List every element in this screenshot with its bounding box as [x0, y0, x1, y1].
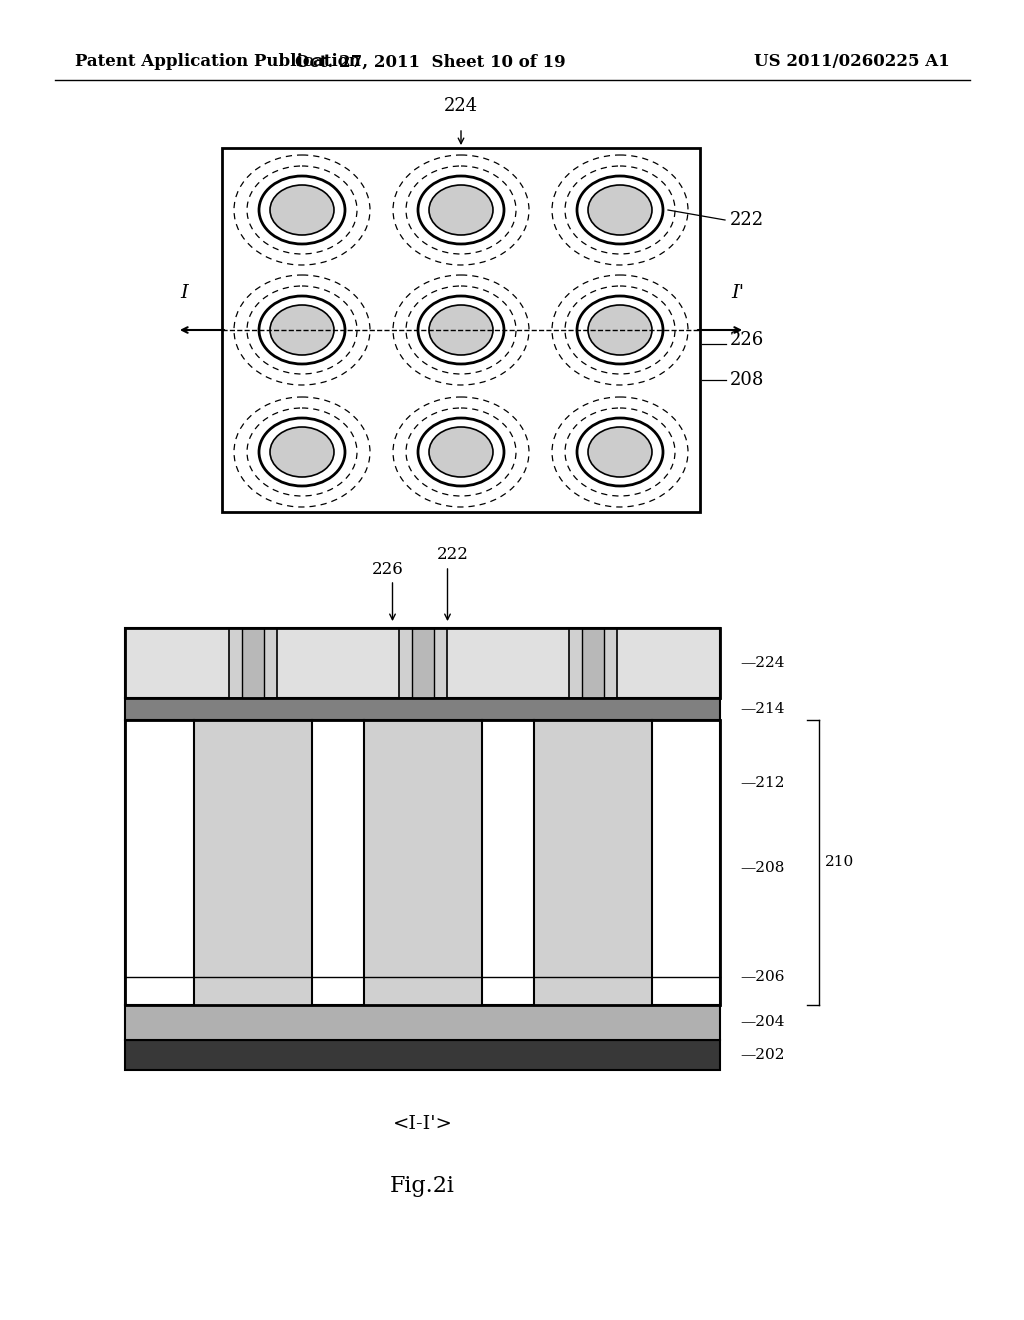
- Text: Fig.2i: Fig.2i: [390, 1175, 455, 1197]
- Text: —208: —208: [740, 861, 784, 875]
- Text: 222: 222: [730, 211, 764, 228]
- Text: 226: 226: [730, 331, 764, 348]
- Ellipse shape: [270, 426, 334, 477]
- Bar: [125, 1005, 720, 1040]
- Bar: [125, 719, 720, 1005]
- Text: —204: —204: [740, 1015, 784, 1030]
- Bar: [194, 719, 311, 1005]
- Bar: [125, 628, 720, 698]
- Bar: [398, 628, 446, 698]
- Text: I': I': [731, 284, 744, 302]
- Ellipse shape: [270, 305, 334, 355]
- Text: Patent Application Publication: Patent Application Publication: [75, 54, 360, 70]
- Text: I: I: [180, 284, 187, 302]
- Ellipse shape: [429, 426, 493, 477]
- Text: —224: —224: [740, 656, 784, 671]
- Bar: [228, 628, 276, 698]
- Bar: [582, 628, 603, 698]
- Ellipse shape: [588, 426, 652, 477]
- Bar: [222, 148, 700, 512]
- Text: —214: —214: [740, 702, 784, 715]
- Text: —202: —202: [740, 1048, 784, 1063]
- Text: 226: 226: [372, 561, 403, 578]
- Text: 222: 222: [436, 546, 468, 564]
- Bar: [125, 719, 720, 1005]
- Text: Oct. 27, 2011  Sheet 10 of 19: Oct. 27, 2011 Sheet 10 of 19: [295, 54, 565, 70]
- Text: —212: —212: [740, 776, 784, 789]
- Ellipse shape: [270, 185, 334, 235]
- Bar: [125, 628, 720, 698]
- Ellipse shape: [429, 185, 493, 235]
- Ellipse shape: [588, 185, 652, 235]
- Ellipse shape: [588, 305, 652, 355]
- Ellipse shape: [429, 305, 493, 355]
- Bar: [125, 698, 720, 719]
- Text: <I-I'>: <I-I'>: [392, 1115, 453, 1133]
- Text: US 2011/0260225 A1: US 2011/0260225 A1: [755, 54, 950, 70]
- Bar: [568, 628, 616, 698]
- Text: 210: 210: [825, 855, 854, 870]
- Text: 224: 224: [444, 96, 478, 115]
- Bar: [364, 719, 481, 1005]
- Bar: [412, 628, 433, 698]
- Bar: [242, 628, 263, 698]
- Bar: [534, 719, 651, 1005]
- Bar: [125, 1040, 720, 1071]
- Text: —206: —206: [740, 970, 784, 983]
- Text: 208: 208: [730, 371, 764, 389]
